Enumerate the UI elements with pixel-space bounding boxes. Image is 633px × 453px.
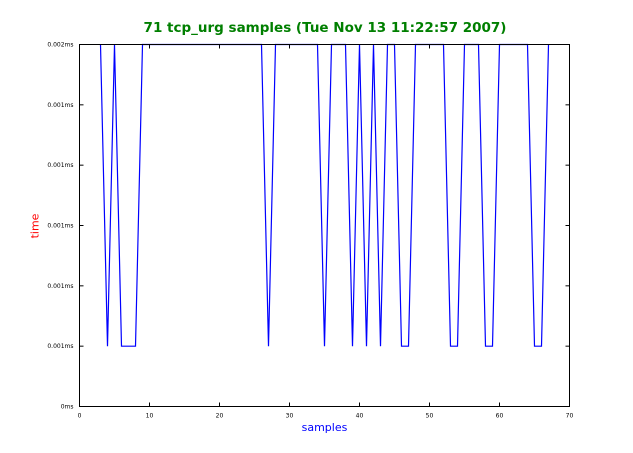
x-tick-label: 60 [496, 413, 504, 420]
x-tick-label: 70 [566, 413, 574, 420]
series-layer [99, 43, 550, 347]
y-tick-label: 0.002ms [47, 42, 73, 49]
x-tick-label: 20 [216, 413, 224, 420]
series-line-0 [99, 43, 550, 347]
y-tick-label: 0.001ms [47, 162, 73, 169]
plot-frame [79, 44, 570, 407]
y-axis-label: time [28, 213, 42, 239]
x-axis-label: samples [301, 421, 348, 434]
y-tick-label: 0ms [61, 404, 74, 411]
y-tick-label: 0.001ms [47, 223, 73, 230]
x-tick-label: 50 [426, 413, 434, 420]
x-tick-label: 40 [356, 413, 364, 420]
x-tick-label: 0 [78, 413, 82, 420]
y-tick-label: 0.001ms [47, 102, 73, 109]
y-tick-label: 0.001ms [47, 343, 73, 350]
x-tick-label: 30 [286, 413, 294, 420]
ticks-layer: 0 10 20 30 40 50 60 70 0ms 0.001ms 0.001ms 0.001ms 0… [47, 42, 573, 420]
y-tick-label: 0.001ms [47, 283, 73, 290]
chart-title: 71 tcp_urg samples (Tue Nov 13 11:22:57 … [143, 20, 507, 36]
x-tick-label: 10 [146, 413, 154, 420]
